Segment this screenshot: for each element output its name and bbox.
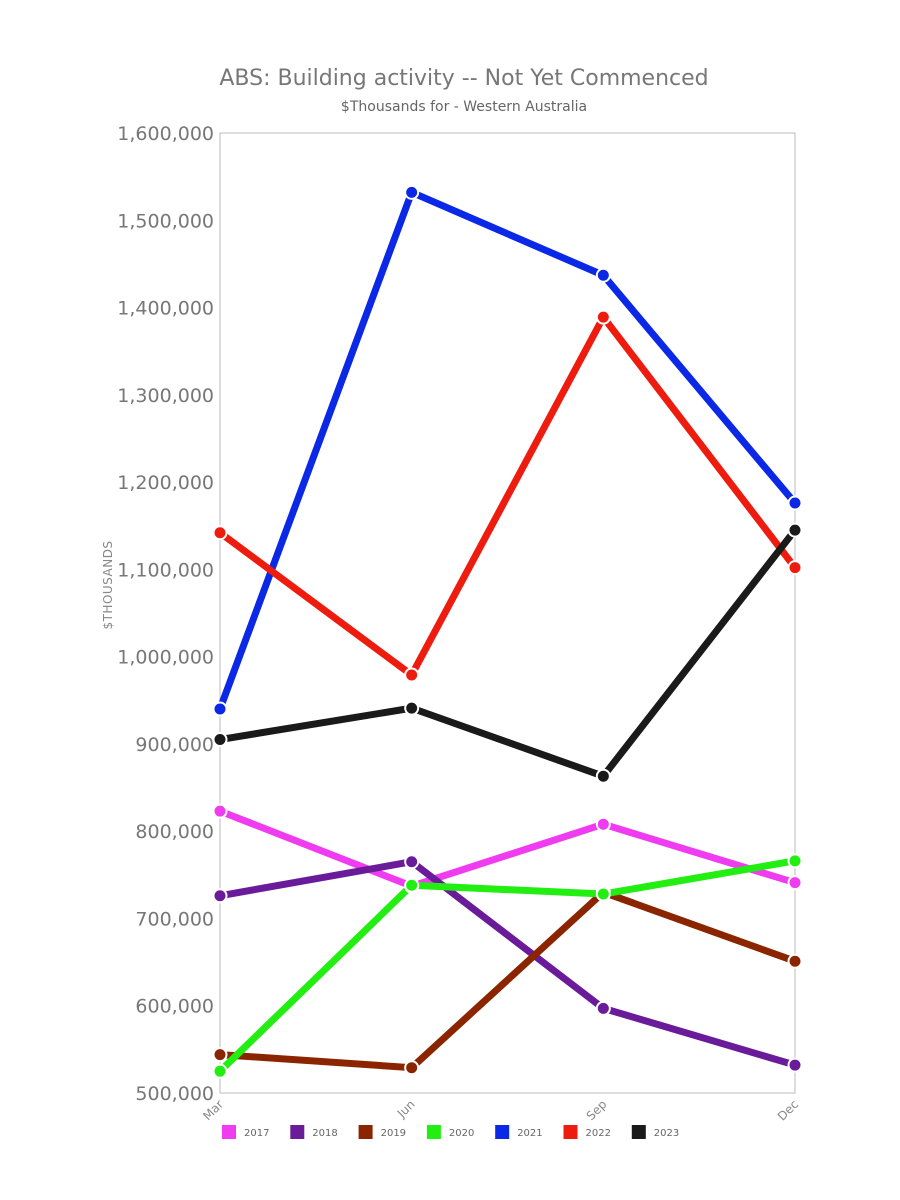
data-point-2020-Dec[interactable]: [787, 853, 803, 869]
legend-swatch-2022: [563, 1125, 578, 1139]
series-line-2020: [216, 857, 799, 1075]
y-tick-label: 800,000: [135, 821, 214, 843]
data-point-2020-Mar[interactable]: [212, 1063, 228, 1079]
data-point-2022-Mar[interactable]: [212, 525, 228, 541]
legend-swatch-2021: [495, 1125, 510, 1139]
y-tick-label: 900,000: [135, 734, 214, 756]
data-point-2021-Mar[interactable]: [212, 701, 228, 717]
series-points: [212, 184, 803, 1079]
legend: 2017 2018 2019 2020 2021 2022 2023: [222, 1125, 679, 1139]
data-point-2022-Dec[interactable]: [787, 560, 803, 576]
y-tick-label: 1,600,000: [117, 123, 214, 145]
series-line-2017: [216, 807, 799, 890]
data-point-2021-Dec[interactable]: [787, 495, 803, 511]
data-point-2020-Jun[interactable]: [404, 877, 420, 893]
data-point-2023-Mar[interactable]: [212, 732, 228, 748]
legend-label-2022[interactable]: 2022: [586, 1128, 611, 1139]
legend-label-2018[interactable]: 2018: [312, 1128, 337, 1139]
y-tick-label: 1,300,000: [117, 385, 214, 407]
data-point-2023-Dec[interactable]: [787, 522, 803, 538]
x-axis-ticks: Mar Jun Sep Dec: [200, 1097, 801, 1123]
series-line-2018: [216, 858, 799, 1069]
x-tick-label: Dec: [775, 1097, 801, 1123]
plot-frame: [219, 132, 796, 1094]
data-point-2018-Sep[interactable]: [595, 1000, 611, 1016]
y-tick-label: 600,000: [135, 996, 214, 1018]
series-line-2021: [216, 188, 799, 713]
series-line-2023: [216, 526, 799, 780]
legend-label-2020[interactable]: 2020: [449, 1128, 474, 1139]
y-tick-label: 1,400,000: [117, 298, 214, 320]
y-tick-label: 500,000: [135, 1083, 214, 1105]
data-point-2018-Mar[interactable]: [212, 888, 228, 904]
chart-subtitle: $Thousands for - Western Australia: [341, 99, 587, 115]
series-line-2019: [216, 888, 799, 1072]
data-point-2019-Mar[interactable]: [212, 1047, 228, 1063]
series-lines: [216, 188, 799, 1075]
data-point-2020-Sep[interactable]: [595, 886, 611, 902]
data-point-2022-Sep[interactable]: [595, 309, 611, 325]
data-point-2023-Jun[interactable]: [404, 700, 420, 716]
x-tick-label: Jun: [394, 1097, 418, 1121]
data-point-2019-Jun[interactable]: [404, 1060, 420, 1076]
data-point-2021-Sep[interactable]: [595, 267, 611, 283]
data-point-2021-Jun[interactable]: [404, 184, 420, 200]
legend-label-2019[interactable]: 2019: [381, 1128, 406, 1139]
y-tick-label: 1,500,000: [117, 210, 214, 232]
legend-swatch-2018: [290, 1125, 305, 1139]
legend-swatch-2020: [426, 1125, 441, 1139]
y-tick-label: 1,100,000: [117, 559, 214, 581]
data-point-2022-Jun[interactable]: [404, 667, 420, 683]
data-point-2017-Mar[interactable]: [212, 803, 228, 819]
data-point-2017-Dec[interactable]: [787, 875, 803, 891]
y-tick-label: 1,000,000: [117, 647, 214, 669]
data-point-2017-Sep[interactable]: [595, 816, 611, 832]
data-point-2023-Sep[interactable]: [595, 768, 611, 784]
legend-swatch-2019: [358, 1125, 373, 1139]
y-axis-ticks: 500,000 600,000 700,000 800,000 900,000 1,000…: [117, 123, 214, 1105]
legend-swatch-2023: [631, 1125, 646, 1139]
data-point-2018-Jun[interactable]: [404, 854, 420, 870]
y-axis-label: $THOUSANDS: [101, 540, 115, 629]
data-point-2018-Dec[interactable]: [787, 1057, 803, 1073]
y-tick-label: 1,200,000: [117, 472, 214, 494]
legend-label-2017[interactable]: 2017: [244, 1128, 269, 1139]
series-line-2022: [216, 313, 799, 679]
chart-title: ABS: Building activity -- Not Yet Commen…: [219, 66, 708, 91]
legend-label-2021[interactable]: 2021: [517, 1128, 542, 1139]
legend-swatch-2017: [222, 1125, 236, 1139]
legend-label-2023[interactable]: 2023: [654, 1128, 679, 1139]
y-tick-label: 700,000: [135, 908, 214, 930]
x-tick-label: Sep: [584, 1097, 610, 1123]
data-point-2019-Dec[interactable]: [787, 953, 803, 969]
